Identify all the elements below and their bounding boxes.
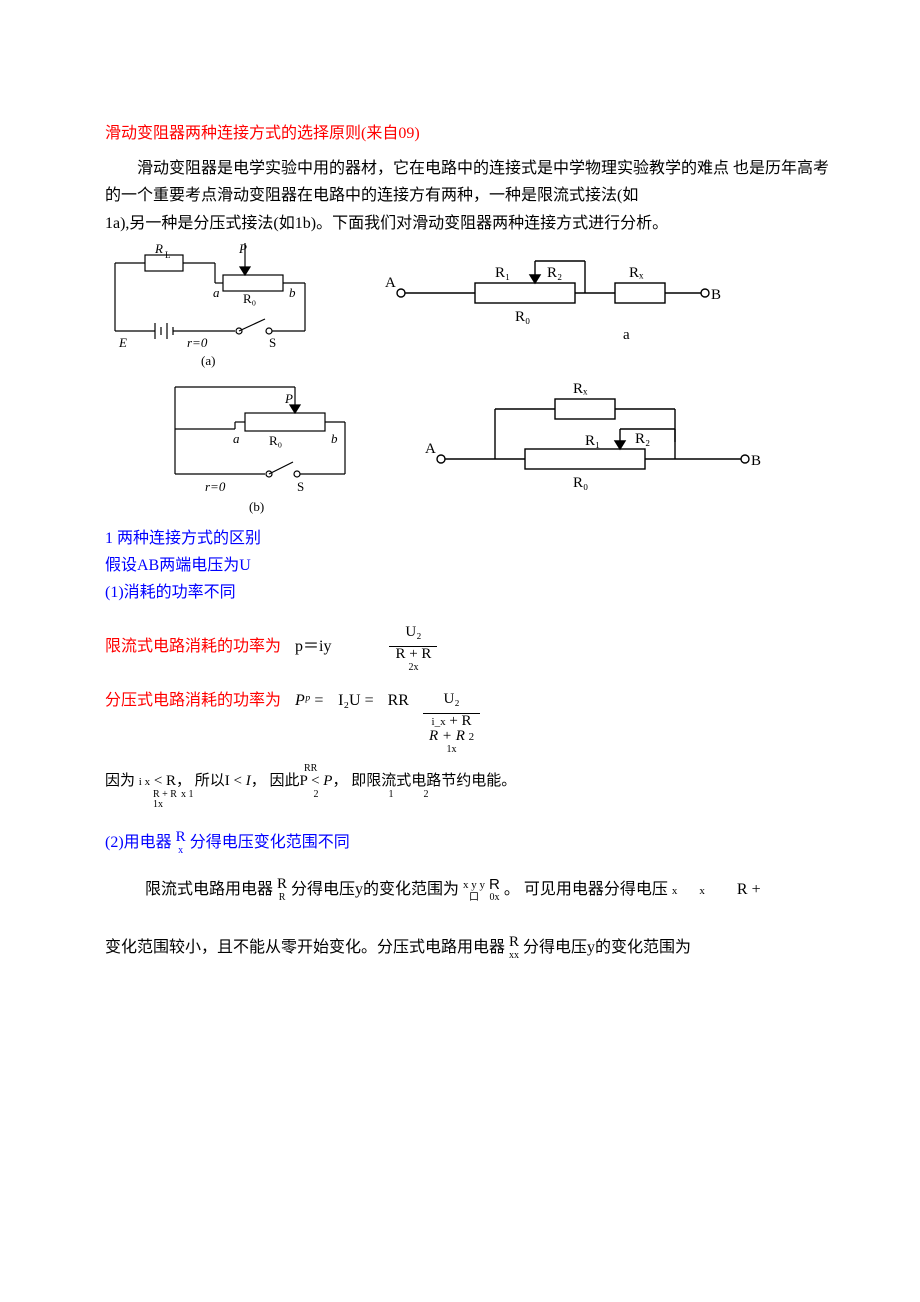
- sec1-2-pre: (2)用电器: [105, 834, 172, 851]
- eq1-lhs: p＝iy: [295, 633, 331, 660]
- range-dot: 。: [504, 881, 520, 898]
- label-R1-a: R₁: [495, 265, 510, 281]
- eq1-den-top: R + R: [395, 647, 431, 663]
- label-P-a: P: [238, 243, 247, 256]
- label-R2-b: R₂: [635, 431, 650, 447]
- compare-left-right: x 1: [181, 790, 194, 801]
- section-1-heading: 1 两种连接方式的区别: [105, 525, 840, 552]
- section-1-2: (2)用电器 R x 分得电压变化范围不同: [105, 829, 840, 856]
- eq2-lhs1: Pᵖ =: [295, 687, 324, 714]
- circuit-a-left: R L P a b R₀ E r=0 S (a): [105, 243, 325, 373]
- caption-b: (b): [249, 499, 264, 514]
- compare-left-sub: 1x: [153, 800, 516, 811]
- intro-paragraph-1: 滑动变阻器是电学实验中用的器材，它在电路中的连接式是中学物理实验教学的难点 也是…: [105, 155, 840, 209]
- eq1-label: 限流式电路消耗的功率为: [105, 633, 281, 660]
- eq2-den2-right: 2: [469, 731, 475, 743]
- label-R0-ar: R₀: [515, 309, 530, 325]
- label-b-b: b: [331, 431, 338, 446]
- last-line-pre: 变化范围较小，且不能从零开始变化。分压式电路用电器: [105, 939, 505, 956]
- diagram-row-a: R L P a b R₀ E r=0 S (a): [105, 243, 840, 373]
- doc-title: 滑动变阻器两种连接方式的选择原则(来自09): [105, 120, 840, 147]
- diagram-row-b: P a b R₀ r=0 S (b): [165, 379, 840, 519]
- eq2-den2-sub: 1x: [429, 745, 474, 756]
- range-pre: 限流式电路用电器: [145, 881, 273, 898]
- eq2-num: U₂: [423, 687, 480, 714]
- compare-thus-sub2: 2: [423, 790, 428, 801]
- label-S-a: S: [269, 335, 276, 350]
- range-Rsub: R: [277, 893, 287, 904]
- svg-text:L: L: [165, 250, 171, 260]
- circuit-b-left: P a b R₀ r=0 S (b): [165, 379, 365, 519]
- label-R2-a: R₂: [547, 265, 562, 281]
- eq1-fraction: U₂ R + R 2x: [389, 620, 437, 673]
- caption-ar: a: [623, 327, 630, 343]
- last-R: R: [509, 935, 519, 951]
- label-A-b: A: [425, 441, 436, 457]
- label-R0-b: R₀: [269, 433, 282, 448]
- label-r-a: r=0: [187, 335, 208, 350]
- range-plus: R +: [737, 881, 761, 898]
- compare-thus: 因此P < P，: [270, 773, 348, 789]
- circuit-b-right: A B Rₓ R₁ R₂ R₀: [425, 379, 765, 509]
- eq1-num: U₂: [389, 620, 437, 647]
- compare-line: RR 因为 i x < R， 所以I < I， 因此P < P， 即限流式电路节…: [105, 764, 840, 811]
- label-B-b: B: [751, 453, 761, 469]
- range-mid: 分得电压y的变化范围为: [291, 881, 459, 898]
- last-sub: xx: [509, 951, 519, 962]
- eq2-den1-plus: + R: [449, 713, 471, 729]
- eq2-fraction: U₂ i_x + R R + R 2 1x: [423, 687, 480, 756]
- intro-text-1: 滑动变阻器是电学实验中用的器材，它在电路中的连接式是中学物理实验教学的难点 也是…: [105, 160, 829, 204]
- intro-paragraph-2: 1a),另一种是分压式接法(如1b)。下面我们对滑动变阻器两种连接方式进行分析。: [105, 210, 840, 237]
- range-line: 限流式电路用电器 R R 分得电压y的变化范围为 x y y 口 R 0x 。 …: [105, 876, 840, 903]
- range-sub3: 0x: [489, 893, 500, 904]
- range-xy: x y y: [463, 879, 485, 891]
- label-a-b: a: [233, 431, 240, 446]
- compare-so: 所以I < I，: [195, 773, 266, 789]
- label-E-a: E: [118, 335, 127, 350]
- label-a-a: a: [213, 285, 220, 300]
- eq2-lhs2: I₂U =: [338, 687, 373, 714]
- equation-1: 限流式电路消耗的功率为 p＝iy U₂ R + R 2x: [105, 620, 840, 673]
- range-R: R: [277, 877, 287, 893]
- section-1-1: (1)消耗的功率不同: [105, 579, 840, 606]
- eq2-label: 分压式电路消耗的功率为: [105, 687, 281, 714]
- caption-a: (a): [201, 353, 215, 368]
- range-tail: 可见用电器分得电压: [524, 881, 668, 898]
- label-Rx-b: Rₓ: [573, 381, 588, 397]
- eq2-den2-top: R + R: [429, 728, 465, 744]
- label-Rx-a: Rₓ: [629, 265, 644, 281]
- range-sub1: x: [672, 885, 678, 897]
- label-R0-br: R₀: [573, 475, 588, 491]
- label-b-a: b: [289, 285, 296, 300]
- equation-2: 分压式电路消耗的功率为 Pᵖ = I₂U = RR U₂ i_x + R R +…: [105, 687, 840, 756]
- range-box: 口: [463, 893, 485, 904]
- eq2-mid: RR: [388, 687, 409, 714]
- eq2-den1-top: i_x: [432, 716, 446, 728]
- label-R1-b: R₁: [585, 433, 600, 449]
- eq1-den-bot: 2x: [395, 663, 431, 674]
- label-S-b: S: [297, 479, 304, 494]
- last-line: 变化范围较小，且不能从零开始变化。分压式电路用电器 R xx 分得电压y的变化范…: [105, 934, 840, 961]
- label-B-a: B: [711, 287, 721, 303]
- label-P-b: P: [284, 391, 293, 406]
- label-A-a: A: [385, 275, 396, 291]
- range-sub2: x: [699, 885, 705, 897]
- sec1-2-R: R: [176, 830, 186, 846]
- section-1-assume: 假设AB两端电压为U: [105, 552, 840, 579]
- label-RL: R: [154, 243, 163, 256]
- last-tail: 分得电压y的变化范围为: [523, 939, 691, 956]
- compare-left-top: i x: [139, 776, 150, 788]
- sec1-2-sub: x: [176, 846, 186, 857]
- label-R0-a: R₀: [243, 291, 256, 306]
- compare-lt: < R，: [154, 773, 191, 789]
- label-r-b: r=0: [205, 479, 226, 494]
- circuit-a-right: A B R₁ R₂ Rₓ R₀ a: [385, 243, 725, 353]
- compare-pre: 因为: [105, 773, 135, 789]
- sec1-2-tail: 分得电压变化范围不同: [190, 834, 350, 851]
- compare-tail: 即限流式电路节约电能。: [351, 773, 516, 789]
- range-R2: R: [489, 877, 500, 893]
